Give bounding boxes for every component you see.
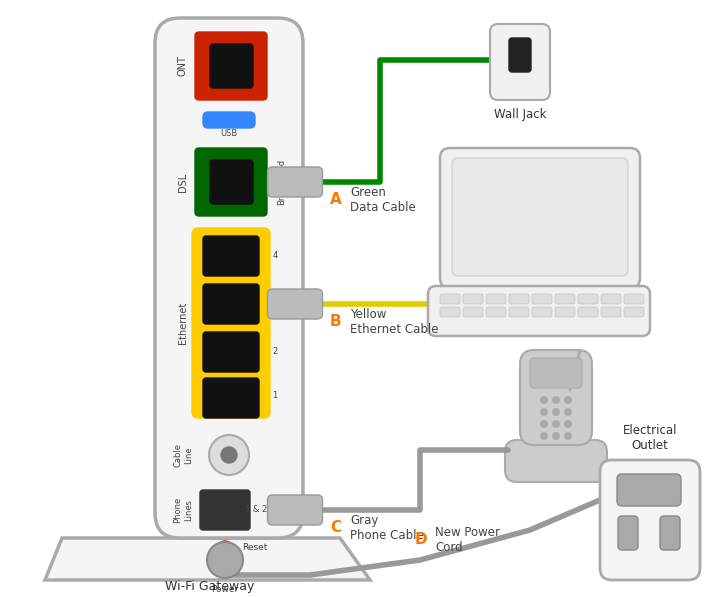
- FancyBboxPatch shape: [618, 516, 638, 550]
- FancyBboxPatch shape: [267, 289, 323, 319]
- Text: D: D: [415, 533, 427, 547]
- FancyBboxPatch shape: [203, 378, 259, 418]
- FancyBboxPatch shape: [532, 294, 552, 304]
- Text: Yellow
Ethernet Cable: Yellow Ethernet Cable: [350, 308, 438, 336]
- FancyBboxPatch shape: [210, 44, 253, 88]
- FancyBboxPatch shape: [530, 358, 582, 388]
- FancyBboxPatch shape: [200, 490, 250, 530]
- Circle shape: [209, 435, 249, 475]
- FancyBboxPatch shape: [203, 332, 259, 372]
- Circle shape: [552, 396, 560, 404]
- FancyBboxPatch shape: [428, 286, 650, 336]
- FancyBboxPatch shape: [195, 148, 267, 216]
- FancyBboxPatch shape: [440, 307, 460, 317]
- Text: Gray
Phone Cable: Gray Phone Cable: [350, 514, 424, 542]
- FancyBboxPatch shape: [203, 284, 259, 324]
- Text: Phone
Lines: Phone Lines: [173, 497, 193, 523]
- Circle shape: [207, 542, 243, 578]
- FancyBboxPatch shape: [267, 495, 323, 525]
- FancyBboxPatch shape: [601, 294, 621, 304]
- Circle shape: [564, 408, 572, 416]
- FancyBboxPatch shape: [452, 158, 628, 276]
- Text: ONT: ONT: [178, 56, 188, 76]
- Text: Broadband: Broadband: [277, 159, 287, 205]
- FancyBboxPatch shape: [578, 294, 598, 304]
- Text: 1: 1: [272, 392, 278, 401]
- FancyBboxPatch shape: [505, 440, 607, 482]
- FancyBboxPatch shape: [463, 294, 483, 304]
- Text: B: B: [330, 315, 342, 330]
- Text: Wi-Fi Gateway: Wi-Fi Gateway: [165, 580, 255, 593]
- FancyBboxPatch shape: [486, 294, 506, 304]
- Circle shape: [552, 420, 560, 428]
- FancyBboxPatch shape: [509, 307, 529, 317]
- Text: Electrical
Outlet: Electrical Outlet: [623, 424, 677, 452]
- FancyBboxPatch shape: [440, 294, 460, 304]
- FancyBboxPatch shape: [555, 307, 575, 317]
- Circle shape: [564, 420, 572, 428]
- Text: USB: USB: [220, 128, 238, 137]
- Text: Power: Power: [212, 585, 239, 594]
- FancyBboxPatch shape: [490, 24, 550, 100]
- Text: A: A: [330, 192, 342, 208]
- Circle shape: [552, 408, 560, 416]
- Circle shape: [540, 432, 548, 440]
- Circle shape: [564, 432, 572, 440]
- FancyBboxPatch shape: [210, 160, 253, 204]
- Circle shape: [540, 396, 548, 404]
- Circle shape: [540, 408, 548, 416]
- FancyBboxPatch shape: [195, 32, 267, 100]
- Circle shape: [221, 447, 237, 463]
- FancyBboxPatch shape: [440, 148, 640, 288]
- Text: C: C: [330, 521, 341, 536]
- FancyBboxPatch shape: [617, 474, 681, 506]
- FancyBboxPatch shape: [192, 228, 270, 418]
- FancyBboxPatch shape: [601, 307, 621, 317]
- Text: 2: 2: [272, 347, 278, 356]
- FancyBboxPatch shape: [486, 307, 506, 317]
- FancyBboxPatch shape: [555, 294, 575, 304]
- FancyBboxPatch shape: [203, 236, 259, 276]
- Circle shape: [218, 541, 232, 555]
- Text: Cable
Line: Cable Line: [173, 443, 193, 467]
- Text: 1 & 2: 1 & 2: [245, 506, 267, 515]
- Text: Reset: Reset: [242, 543, 267, 552]
- Text: Green
Data Cable: Green Data Cable: [350, 186, 416, 214]
- Circle shape: [564, 396, 572, 404]
- Text: New Power
Cord: New Power Cord: [435, 526, 500, 554]
- FancyBboxPatch shape: [624, 294, 644, 304]
- FancyBboxPatch shape: [660, 516, 680, 550]
- Circle shape: [540, 420, 548, 428]
- FancyBboxPatch shape: [532, 307, 552, 317]
- FancyBboxPatch shape: [155, 18, 303, 538]
- Text: Ethernet: Ethernet: [178, 302, 188, 344]
- FancyBboxPatch shape: [509, 294, 529, 304]
- FancyBboxPatch shape: [509, 38, 531, 72]
- FancyBboxPatch shape: [267, 167, 323, 197]
- FancyBboxPatch shape: [520, 350, 592, 445]
- Text: 4: 4: [272, 251, 278, 260]
- Text: DSL: DSL: [178, 173, 188, 192]
- FancyBboxPatch shape: [578, 307, 598, 317]
- FancyBboxPatch shape: [600, 460, 700, 580]
- Polygon shape: [45, 538, 370, 580]
- FancyBboxPatch shape: [463, 307, 483, 317]
- Circle shape: [552, 432, 560, 440]
- Text: 3: 3: [272, 300, 278, 309]
- FancyBboxPatch shape: [624, 307, 644, 317]
- FancyBboxPatch shape: [203, 112, 255, 128]
- Text: Wall Jack: Wall Jack: [494, 108, 547, 121]
